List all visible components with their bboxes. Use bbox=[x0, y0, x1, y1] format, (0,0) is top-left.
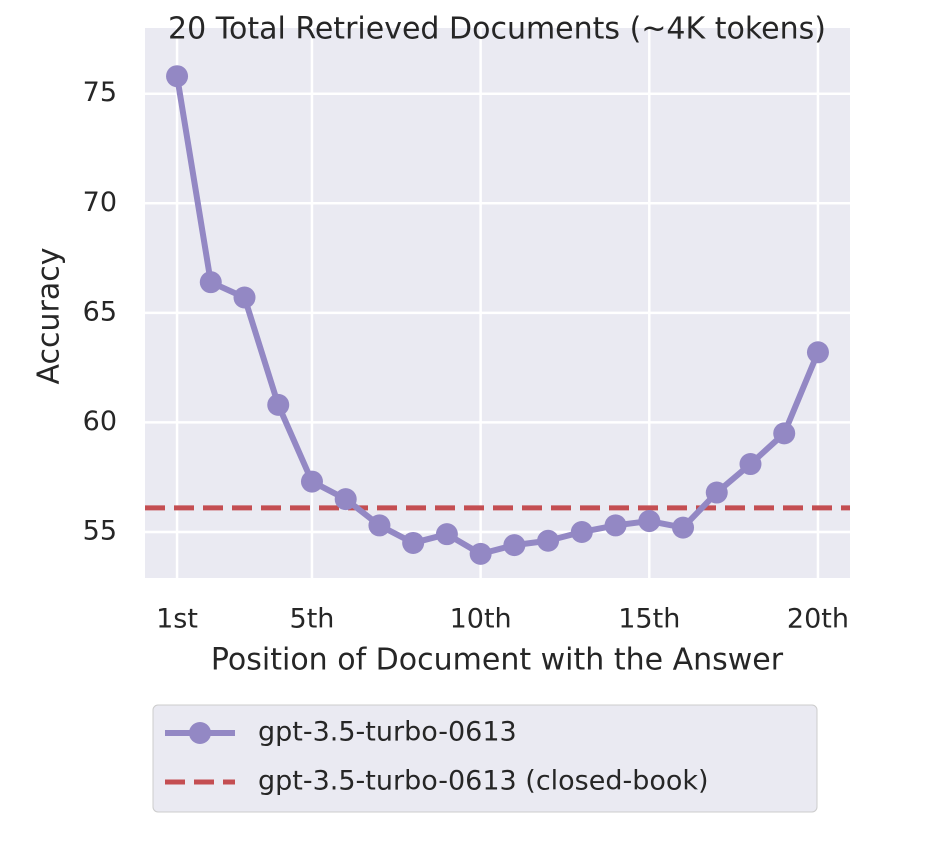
legend-label: gpt-3.5-turbo-0613 bbox=[258, 717, 517, 748]
y-tick-label: 70 bbox=[83, 187, 117, 218]
point bbox=[435, 523, 458, 546]
x-tick-label: 20th bbox=[787, 604, 849, 635]
point bbox=[233, 286, 256, 309]
point bbox=[503, 534, 526, 557]
point bbox=[604, 514, 627, 537]
legend-label: gpt-3.5-turbo-0613 (closed-book) bbox=[258, 766, 709, 797]
x-axis-label: Position of Document with the Answer bbox=[211, 643, 784, 678]
plot-area bbox=[145, 28, 850, 578]
point bbox=[705, 481, 728, 504]
point bbox=[570, 520, 593, 543]
y-tick-label: 60 bbox=[83, 406, 117, 437]
y-axis-label: Accuracy bbox=[32, 248, 67, 385]
point bbox=[537, 529, 560, 552]
x-tick-label: 1st bbox=[156, 604, 198, 635]
legend-marker bbox=[189, 722, 211, 744]
point bbox=[267, 393, 290, 416]
point bbox=[166, 65, 189, 88]
point bbox=[739, 453, 762, 476]
y-tick-label: 55 bbox=[83, 515, 117, 546]
point bbox=[638, 510, 661, 533]
x-tick-label: 5th bbox=[290, 604, 335, 635]
legend bbox=[152, 704, 818, 813]
point bbox=[334, 488, 357, 511]
point bbox=[773, 422, 796, 445]
point bbox=[672, 516, 695, 539]
point bbox=[469, 542, 492, 565]
point bbox=[199, 271, 222, 294]
y-tick-label: 65 bbox=[83, 296, 117, 327]
chart-title: 20 Total Retrieved Documents (~4K tokens… bbox=[168, 12, 826, 47]
point bbox=[806, 341, 829, 364]
point bbox=[402, 531, 425, 554]
y-tick-label: 75 bbox=[83, 77, 117, 108]
marks bbox=[145, 65, 850, 565]
point bbox=[368, 514, 391, 537]
point bbox=[300, 470, 323, 493]
x-tick-label: 15th bbox=[618, 604, 680, 635]
x-tick-label: 10th bbox=[450, 604, 512, 635]
